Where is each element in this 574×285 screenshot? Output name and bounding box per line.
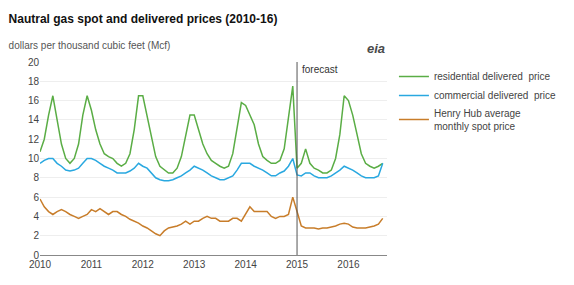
svg-text:commercial delivered price: commercial delivered price xyxy=(434,90,556,101)
svg-text:8: 8 xyxy=(33,172,39,183)
svg-text:16: 16 xyxy=(28,95,40,106)
svg-text:Henry Hub averagemonthly spot: Henry Hub averagemonthly spot price xyxy=(434,108,521,132)
svg-text:residential delivered price: residential delivered price xyxy=(434,71,551,82)
svg-text:forecast: forecast xyxy=(302,64,338,75)
svg-text:2010: 2010 xyxy=(29,259,52,270)
svg-text:4: 4 xyxy=(33,211,39,222)
svg-text:dollars per thousand cubic fee: dollars per thousand cubic feet (Mcf) xyxy=(9,40,171,51)
svg-text:20: 20 xyxy=(28,57,40,68)
svg-text:0: 0 xyxy=(33,250,39,261)
svg-text:2013: 2013 xyxy=(183,259,206,270)
svg-text:6: 6 xyxy=(33,192,39,203)
svg-text:2012: 2012 xyxy=(132,259,155,270)
svg-text:eia: eia xyxy=(367,41,385,56)
svg-text:2015: 2015 xyxy=(286,259,309,270)
svg-text:2014: 2014 xyxy=(235,259,258,270)
svg-text:18: 18 xyxy=(28,76,40,87)
svg-text:10: 10 xyxy=(28,153,40,164)
svg-text:2011: 2011 xyxy=(81,259,103,270)
svg-text:2016: 2016 xyxy=(337,259,360,270)
svg-text:14: 14 xyxy=(28,114,40,125)
svg-text:12: 12 xyxy=(28,134,40,145)
svg-text:Nautral gas spot and delivered: Nautral gas spot and delivered prices (2… xyxy=(9,12,278,26)
svg-text:2: 2 xyxy=(33,230,39,241)
